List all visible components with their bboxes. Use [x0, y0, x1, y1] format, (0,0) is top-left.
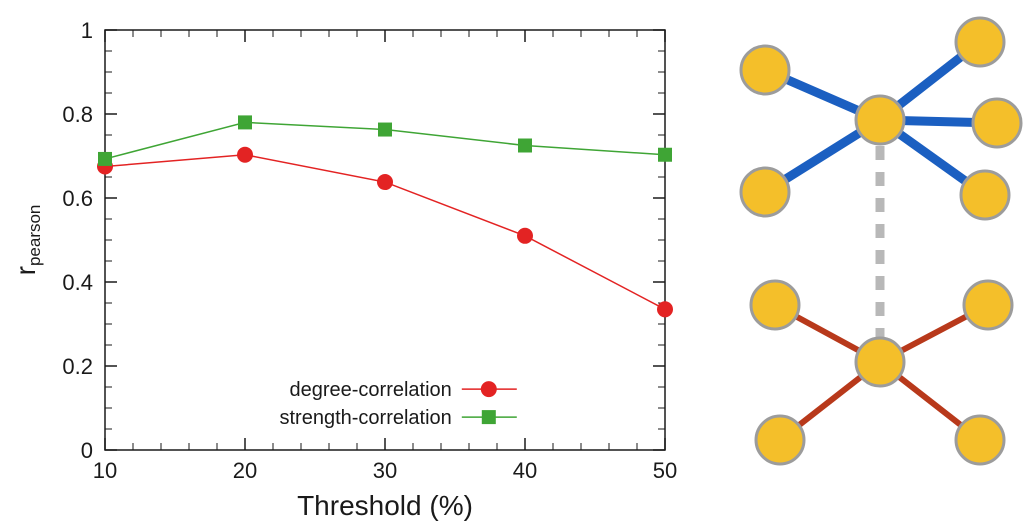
network-diagram [730, 0, 1027, 523]
ytick-label: 0 [81, 438, 93, 463]
ytick-label: 0.6 [62, 186, 93, 211]
ytick-label: 0.4 [62, 270, 93, 295]
xtick-label: 10 [93, 458, 117, 483]
ytick-label: 0.2 [62, 354, 93, 379]
ytick-label: 1 [81, 18, 93, 43]
series-marker-strength [658, 148, 672, 162]
series-marker-strength [238, 115, 252, 129]
series-marker-strength [378, 123, 392, 137]
node-blue-leaf [741, 168, 789, 216]
legend-marker-strength [482, 410, 496, 424]
node-blue-leaf [961, 171, 1009, 219]
node-red-leaf [964, 281, 1012, 329]
xtick-label: 50 [653, 458, 677, 483]
xtick-label: 40 [513, 458, 537, 483]
series-marker-degree [377, 174, 393, 190]
legend-label-strength: strength-correlation [279, 407, 451, 429]
series-marker-degree [657, 301, 673, 317]
series-marker-strength [98, 152, 112, 166]
node-hub-blue [856, 96, 904, 144]
legend-label-degree: degree-correlation [289, 379, 451, 401]
node-blue-leaf [956, 18, 1004, 66]
node-blue-leaf [741, 46, 789, 94]
xtick-label: 30 [373, 458, 397, 483]
node-blue-leaf [973, 99, 1021, 147]
series-marker-degree [517, 228, 533, 244]
ytick-label: 0.8 [62, 102, 93, 127]
node-red-leaf [956, 416, 1004, 464]
node-red-leaf [756, 416, 804, 464]
correlation-chart: 102030405000.20.40.60.81Threshold (%)rpe… [0, 0, 730, 523]
series-marker-strength [518, 139, 532, 153]
node-red-leaf [751, 281, 799, 329]
xtick-label: 20 [233, 458, 257, 483]
series-marker-degree [237, 147, 253, 163]
legend-marker-degree [481, 381, 497, 397]
node-hub-red [856, 338, 904, 386]
x-axis-label: Threshold (%) [297, 490, 473, 521]
